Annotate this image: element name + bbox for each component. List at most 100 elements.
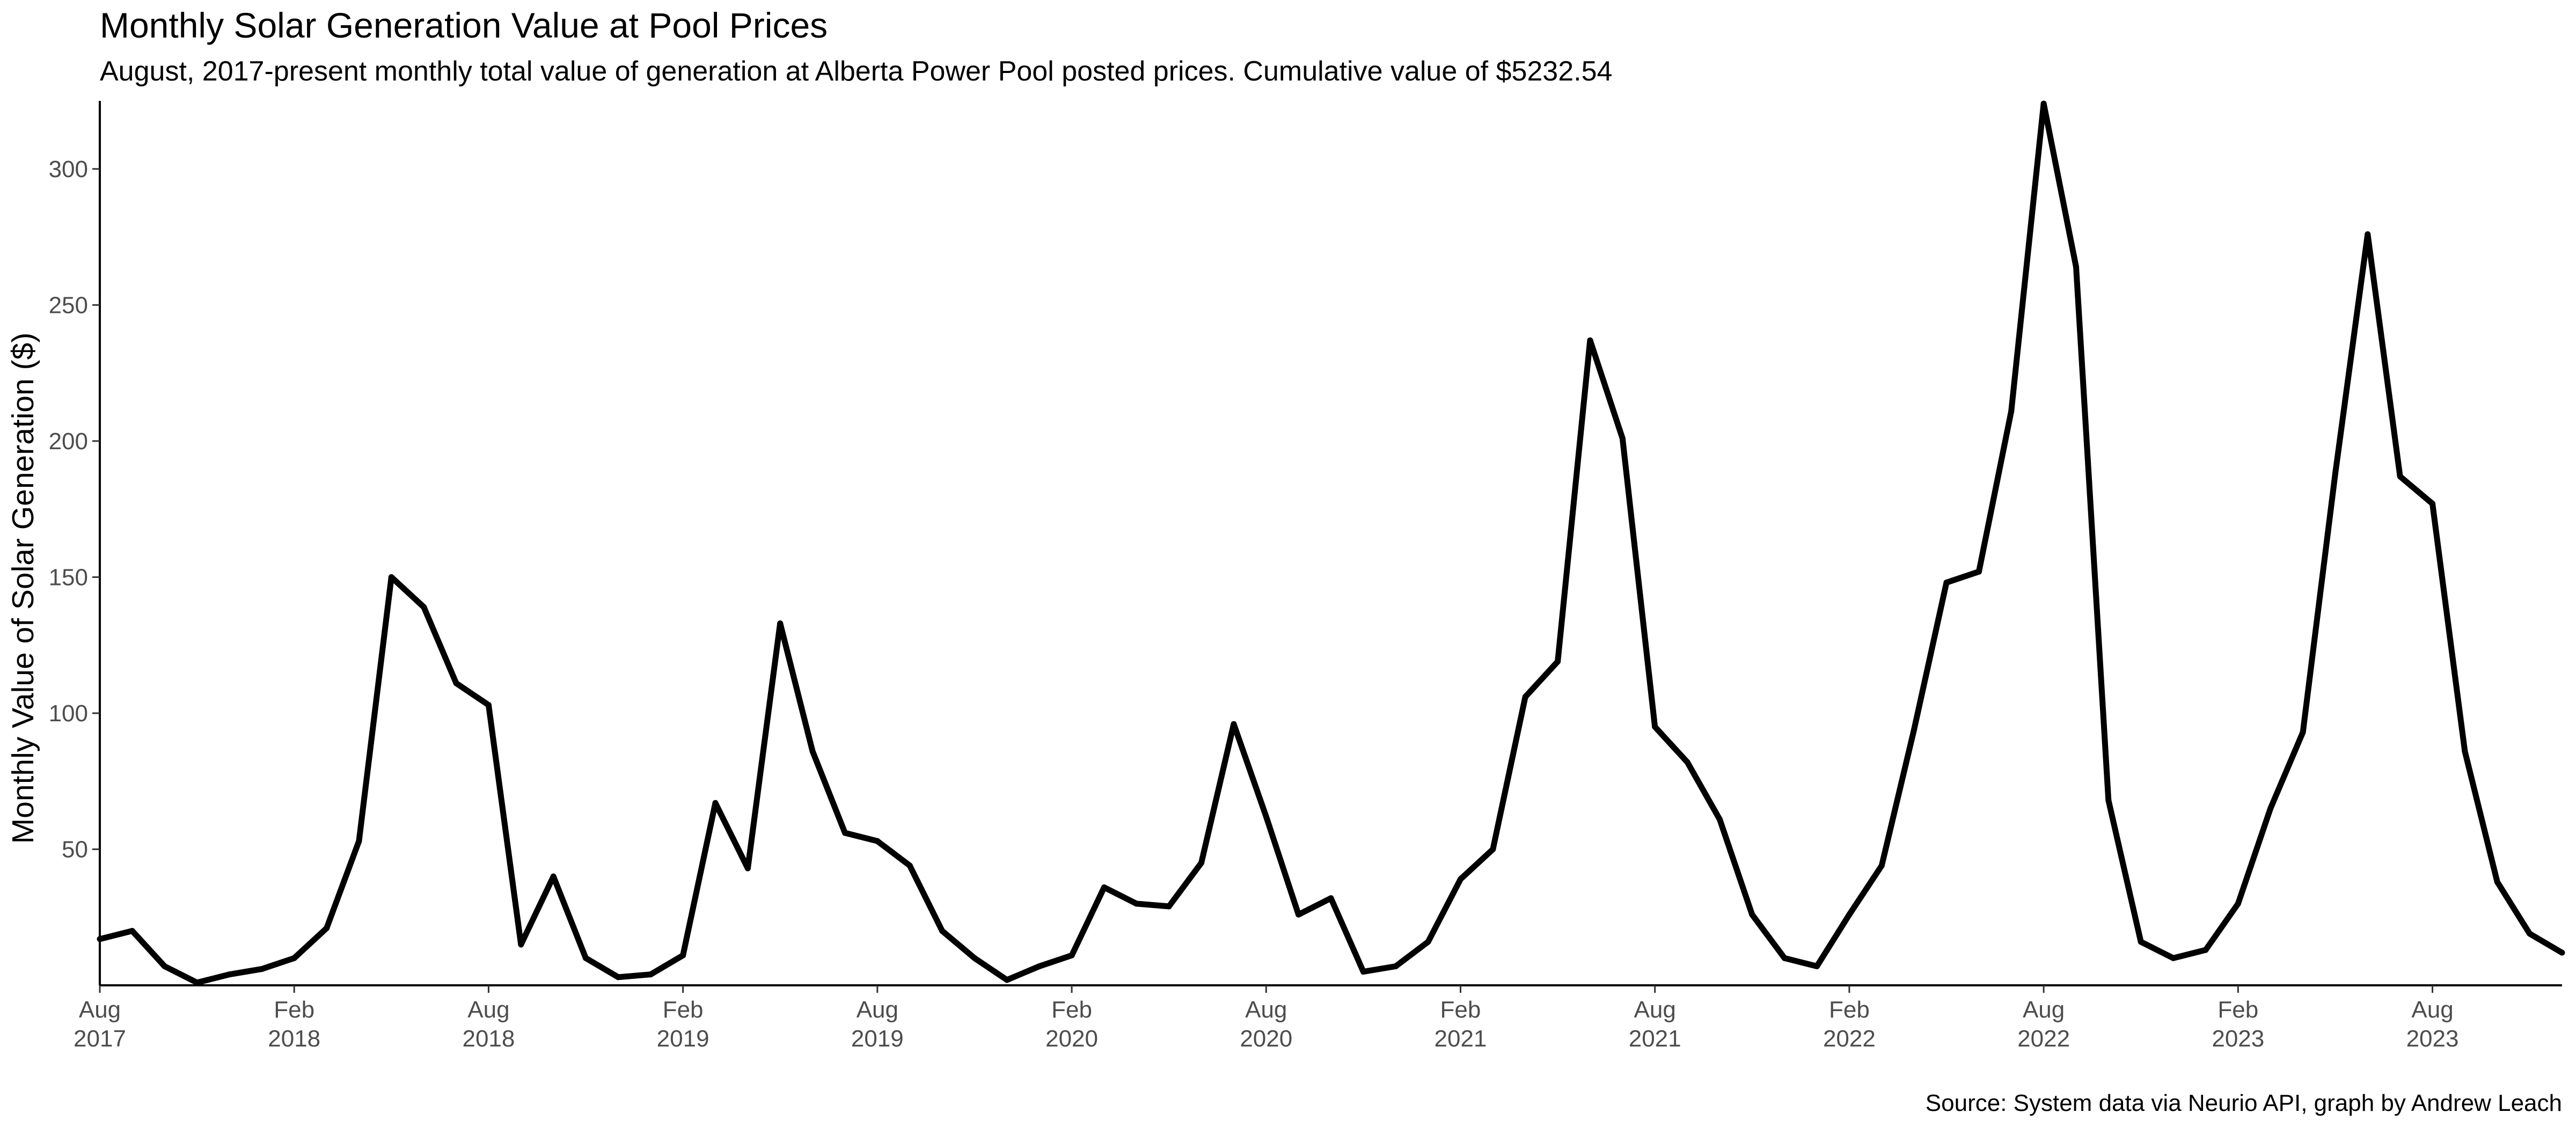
data-point (2202, 947, 2209, 953)
x-tick-label-month: Aug (1245, 997, 1287, 1023)
y-tick-label: 150 (49, 564, 88, 590)
data-point (712, 800, 719, 806)
x-tick-label-year: 2023 (2406, 1026, 2459, 1052)
data-point (841, 830, 848, 836)
y-tick-label: 200 (49, 428, 88, 455)
data-point (2008, 408, 2015, 414)
x-tick-label-month: Aug (467, 997, 509, 1023)
data-point (1911, 726, 1918, 733)
data-point (226, 971, 232, 978)
data-point (2332, 471, 2338, 477)
data-point (1749, 911, 1755, 918)
x-tick-label-month: Feb (1051, 997, 1092, 1023)
data-point (2494, 879, 2500, 885)
data-point (680, 952, 686, 958)
data-point (2235, 901, 2241, 907)
x-tick-label-month: Feb (274, 997, 314, 1023)
data-point (129, 928, 135, 934)
x-tick-label-year: 2020 (1045, 1026, 1098, 1052)
x-tick-label-year: 2022 (1823, 1026, 1876, 1052)
plot-area: 50 100 150 200 250 300 Aug 2017 Feb 2018 Aug 2018 F… (49, 100, 2565, 1052)
x-tick-label-month: Aug (2411, 997, 2453, 1023)
data-point (194, 979, 200, 986)
data-point (1652, 723, 1658, 730)
data-point (2138, 939, 2144, 945)
data-point (1943, 580, 1950, 586)
data-point (259, 966, 265, 972)
y-axis-title: Monthly Value of Solar Generation ($) (6, 333, 40, 844)
y-tick-label: 50 (62, 836, 88, 862)
data-point (647, 971, 654, 978)
data-point (1846, 911, 1853, 918)
data-point (1975, 568, 1982, 575)
data-point (1814, 963, 1820, 970)
x-tick-label-year: 2021 (1629, 1026, 1681, 1052)
x-tick-label-year: 2020 (1240, 1026, 1292, 1052)
data-point (744, 865, 751, 872)
x-tick-label-month: Aug (79, 997, 121, 1023)
data-point (2300, 729, 2306, 735)
y-tick-label: 250 (49, 292, 88, 318)
data-point (874, 838, 881, 844)
data-point (1166, 903, 1172, 910)
data-point (1425, 939, 1431, 945)
x-tick-label-month: Aug (857, 997, 898, 1023)
data-point (2105, 797, 2112, 803)
data-point (1296, 911, 1302, 918)
x-tick-label-year: 2018 (462, 1026, 515, 1052)
data-point (1555, 658, 1561, 665)
x-tick-label-year: 2017 (74, 1026, 126, 1052)
data-point (583, 955, 589, 961)
data-point (324, 925, 330, 932)
data-point (1684, 759, 1690, 765)
x-tick-label-year: 2019 (851, 1026, 904, 1052)
x-tick-label-year: 2022 (2017, 1026, 2070, 1052)
data-point (388, 574, 394, 580)
data-point (1878, 862, 1885, 869)
data-point (2559, 949, 2565, 956)
data-point (2429, 500, 2436, 507)
x-tick-label-month: Aug (2023, 997, 2065, 1023)
data-point (97, 936, 103, 942)
x-tick-label-year: 2023 (2212, 1026, 2264, 1052)
data-point (1781, 955, 1788, 961)
y-tick-label: 300 (49, 156, 88, 182)
data-point (1036, 963, 1043, 970)
data-point (809, 748, 816, 755)
data-point (1231, 721, 1237, 727)
data-point (1328, 895, 1334, 902)
x-tick-label-month: Feb (1440, 997, 1481, 1023)
data-point (550, 873, 557, 880)
data-point (518, 941, 524, 948)
data-point (1393, 963, 1399, 970)
x-tick-label-year: 2019 (657, 1026, 709, 1052)
y-tick-label: 100 (49, 700, 88, 727)
data-point (2397, 473, 2403, 480)
data-point (615, 974, 621, 980)
data-point (2040, 100, 2047, 107)
data-point (1101, 884, 1107, 890)
data-point (2365, 231, 2371, 237)
data-point (777, 620, 784, 627)
x-axis-ticks: Aug 2017 Feb 2018 Aug 2018 Feb 2019 Aug 2019 Feb 20… (74, 985, 2458, 1052)
x-tick-label-month: Feb (663, 997, 704, 1023)
data-point (453, 680, 459, 686)
series-line (99, 100, 2564, 986)
data-point (1716, 816, 1723, 823)
data-point (2527, 931, 2533, 937)
data-point (1457, 876, 1463, 882)
data-point (971, 955, 978, 961)
data-point (421, 604, 427, 610)
data-point (939, 928, 946, 934)
data-point (1069, 952, 1075, 958)
data-point (1522, 693, 1528, 700)
data-point (1619, 435, 1626, 442)
chart-caption: Source: System data via Neurio API, grap… (1926, 1090, 2562, 1116)
data-point (485, 702, 492, 708)
data-point (291, 955, 297, 961)
data-point (2462, 748, 2468, 755)
data-point (1587, 337, 1593, 343)
data-point (2170, 955, 2177, 961)
data-point (1360, 969, 1366, 975)
